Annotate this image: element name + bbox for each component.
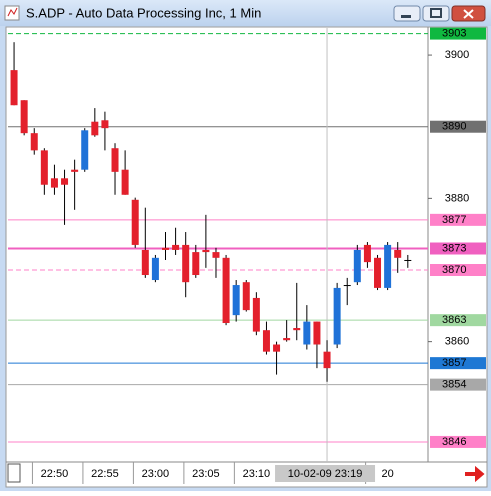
x-tick-label: 23:00 [142,468,170,480]
maximize-icon [430,8,442,18]
app-icon [4,5,20,21]
candle-body [283,338,291,341]
chart-area [5,26,488,488]
candle-body [182,244,190,283]
candle-body [172,244,180,250]
candle-body [374,257,382,288]
level-label-box [430,213,486,226]
level-label: 3870 [442,264,466,276]
candle-body [101,120,109,129]
candle-body [252,297,260,332]
y-tick-label: 3880 [445,192,469,204]
candle-body [30,133,38,151]
candle-body [111,148,119,172]
level-label-box [430,357,486,370]
x-tick-label: 23:05 [192,468,220,480]
candle-body [162,247,169,250]
level-label: 3877 [442,214,466,226]
candle-body [303,321,311,345]
candle-body [91,121,99,136]
x-tick-label: 22:55 [91,468,119,480]
x-tick-label: 20 [381,468,393,480]
candle-body [50,178,58,188]
level-label: 3863 [442,314,466,326]
candle-body [202,249,210,253]
level-label: 3903 [442,27,466,39]
candle-body [313,321,321,345]
candle-body [353,249,361,283]
x-tick-label: 22:50 [41,468,69,480]
level-label: 3873 [442,242,466,254]
candle-body [10,70,18,106]
candle-body [71,169,79,172]
level-label: 3890 [442,121,466,133]
candle-body [262,330,270,352]
candle-body [151,257,159,281]
candle-body [394,249,402,258]
x-tick-label: 23:10 [243,468,271,480]
candle-body [333,287,341,345]
app-icon-graph [7,7,18,17]
close-icon [463,9,474,19]
cursor-label: 10-02-09 23:19 [288,468,363,480]
candle-body [40,150,48,185]
candle-body [232,285,240,316]
level-label: 3857 [442,357,466,369]
candle-body [323,351,331,369]
y-tick-label: 3900 [445,49,469,61]
candle-body [404,259,412,261]
candle-body [20,100,28,134]
candle-body [81,130,89,170]
level-label-box [430,314,486,327]
window-title: S.ADP - Auto Data Processing Inc, 1 Min [26,5,261,20]
candle-body [212,252,220,258]
candle-body [61,178,69,185]
candle-body [363,244,371,263]
scroll-box[interactable] [7,463,21,483]
maximize-button[interactable] [422,5,450,22]
candle-body [131,199,139,245]
candle-body [222,257,230,324]
candle-body [384,244,392,288]
candle-body [141,249,149,276]
candle-body [343,285,351,287]
level-label: 3854 [442,379,466,391]
candle-body [121,169,129,195]
candle-body [273,344,281,352]
level-label: 3846 [442,436,466,448]
minimize-icon [401,15,411,18]
cursor-label-box [275,465,376,482]
y-tick-label: 3860 [445,336,469,348]
level-label-box [430,242,486,255]
minimize-button[interactable] [393,5,421,22]
level-label-box [430,435,486,448]
level-label-box [430,120,486,133]
candle-body [192,252,200,276]
candle-body [242,282,250,311]
level-label-box [430,378,486,391]
level-label-box [430,27,486,40]
scroll-arrow[interactable] [465,465,485,483]
candle-body [293,328,301,331]
level-label-box [430,264,486,276]
